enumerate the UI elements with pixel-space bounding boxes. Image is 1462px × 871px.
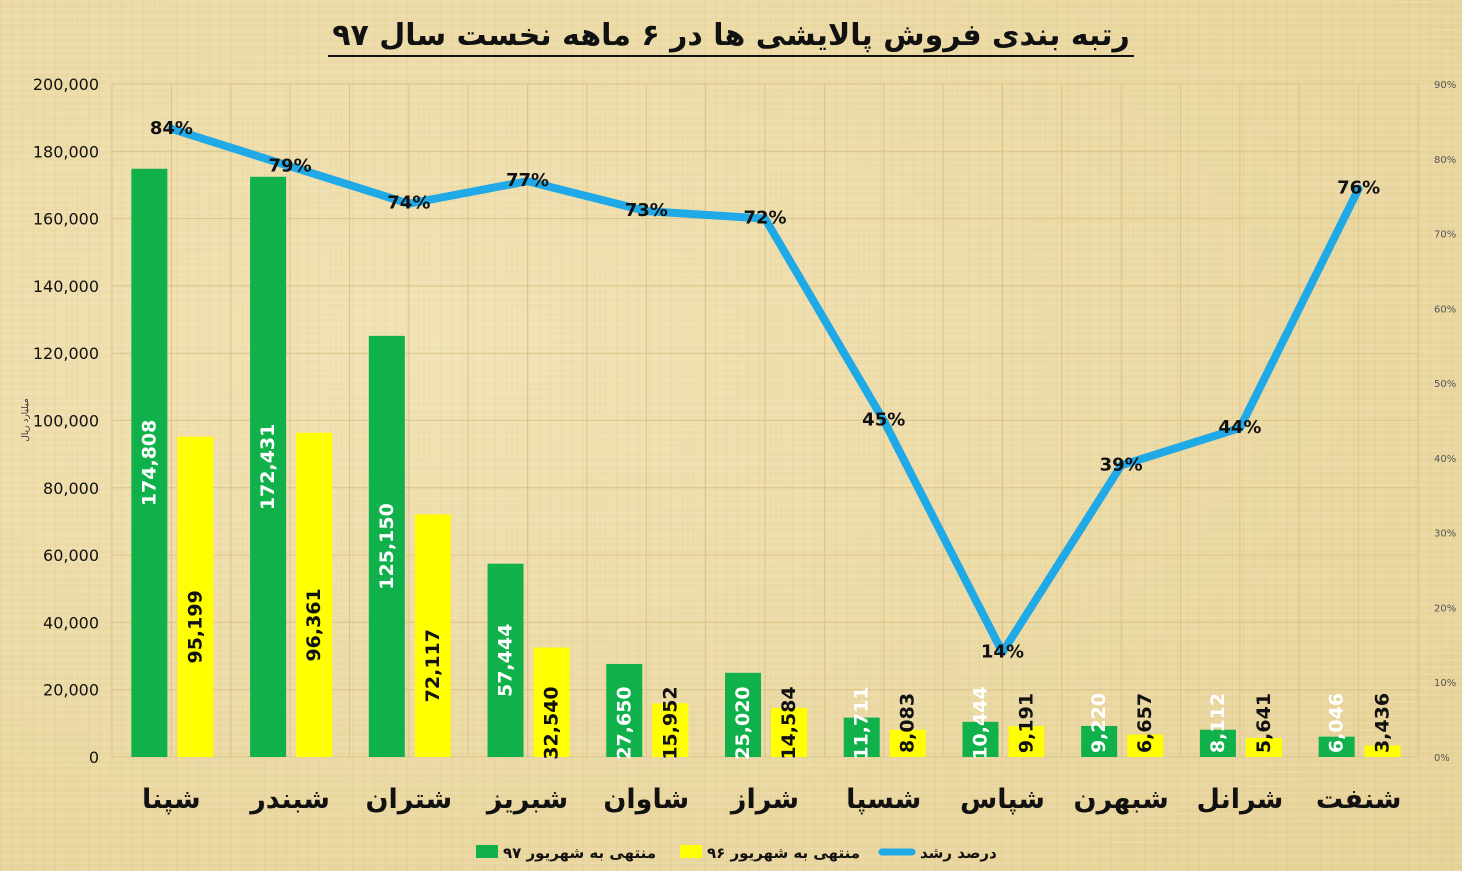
bar-96 bbox=[771, 707, 807, 757]
bar-97 bbox=[368, 335, 405, 757]
bar-96-label: 8,083 bbox=[897, 693, 919, 753]
growth-label: 76% bbox=[1337, 178, 1380, 199]
bar-96-label: 15,952 bbox=[659, 686, 681, 759]
legend-swatch-96 bbox=[680, 845, 702, 858]
y-tick-label: 20,000 bbox=[43, 681, 99, 700]
category-label: شبهرن bbox=[1074, 784, 1169, 815]
y-tick-label: 140,000 bbox=[33, 277, 99, 296]
bar-96-label: 95,199 bbox=[184, 590, 206, 663]
category-label: شنفت bbox=[1316, 784, 1402, 815]
bar-96-label: 9,191 bbox=[1015, 693, 1037, 753]
bar-96 bbox=[1245, 738, 1282, 757]
chart-title-text: رتبه بندی فروش پالایشی ها در ۶ ماهه نخست… bbox=[328, 18, 1134, 57]
bar-96-label: 96,361 bbox=[303, 588, 325, 661]
growth-label: 77% bbox=[506, 170, 549, 191]
y-tick-label: 120,000 bbox=[33, 344, 99, 363]
y-tick-label: 200,000 bbox=[33, 75, 99, 94]
bar-96-label: 5,641 bbox=[1253, 693, 1275, 753]
category-label: شپنا bbox=[142, 784, 201, 815]
legend-label-96: منتهی به شهریور ۹۶ bbox=[707, 844, 860, 862]
category-label: شپاس bbox=[960, 784, 1045, 815]
bar-97 bbox=[1318, 736, 1355, 757]
y2-tick-label: 30% bbox=[1434, 529, 1456, 540]
bar-97-label: 11,711 bbox=[851, 686, 873, 759]
bar-97 bbox=[487, 563, 524, 757]
bar-97-label: 57,444 bbox=[495, 624, 517, 697]
category-label: شراز bbox=[729, 784, 799, 815]
y-tick-label: 160,000 bbox=[33, 210, 99, 229]
bar-96 bbox=[1008, 726, 1045, 757]
bar-96 bbox=[296, 432, 333, 757]
y2-tick-label: 60% bbox=[1434, 304, 1456, 315]
legend-swatch-97 bbox=[476, 845, 498, 858]
y2-tick-label: 80% bbox=[1434, 155, 1456, 166]
bar-97 bbox=[1081, 725, 1118, 757]
bar-97 bbox=[250, 176, 287, 758]
bar-96 bbox=[652, 703, 689, 757]
category-label: شرانل bbox=[1196, 784, 1283, 815]
bar-97-label: 10,444 bbox=[969, 686, 991, 759]
growth-label: 45% bbox=[862, 410, 905, 431]
growth-label: 74% bbox=[387, 193, 430, 214]
y-axis-label: میلیارد ریال bbox=[21, 398, 31, 442]
bar-97-label: 6,046 bbox=[1326, 693, 1348, 753]
bar-97-label: 125,150 bbox=[376, 503, 398, 590]
bar-96-label: 3,436 bbox=[1372, 693, 1394, 753]
growth-label: 72% bbox=[743, 208, 786, 229]
bar-97-label: 8,112 bbox=[1207, 693, 1229, 753]
y-tick-label: 0 bbox=[89, 748, 99, 767]
bar-97 bbox=[962, 721, 999, 757]
growth-line bbox=[167, 124, 1363, 657]
y-tick-label: 60,000 bbox=[43, 546, 99, 565]
y2-tick-label: 70% bbox=[1434, 230, 1456, 241]
growth-label: 44% bbox=[1218, 417, 1261, 438]
bar-96 bbox=[177, 436, 214, 757]
chart-title: رتبه بندی فروش پالایشی ها در ۶ ماهه نخست… bbox=[0, 18, 1462, 57]
bar-97 bbox=[606, 663, 643, 757]
growth-label: 84% bbox=[150, 118, 193, 139]
legend-label-growth: درصد رشد bbox=[920, 844, 997, 862]
category-label: شبندر bbox=[248, 784, 330, 815]
bar-96 bbox=[889, 729, 926, 757]
legend-label-97: منتهی به شهریور ۹۷ bbox=[503, 844, 656, 862]
growth-label: 73% bbox=[625, 200, 668, 221]
bar-97 bbox=[725, 672, 761, 757]
bar-97-label: 174,808 bbox=[138, 420, 160, 507]
y2-tick-label: 40% bbox=[1434, 454, 1456, 465]
y2-tick-label: 0% bbox=[1434, 753, 1450, 764]
bar-97 bbox=[843, 717, 880, 757]
category-label: شاوان bbox=[603, 784, 689, 815]
y2-tick-label: 20% bbox=[1434, 603, 1456, 614]
bar-97 bbox=[131, 168, 168, 758]
growth-label: 79% bbox=[269, 155, 312, 176]
bar-96 bbox=[1364, 745, 1401, 757]
y2-tick-label: 90% bbox=[1434, 80, 1456, 91]
bar-97-label: 9,220 bbox=[1088, 693, 1110, 753]
bar-96 bbox=[1127, 734, 1164, 757]
y-tick-label: 180,000 bbox=[33, 142, 99, 161]
bar-97-label: 172,431 bbox=[257, 424, 279, 511]
bar-96 bbox=[414, 514, 451, 757]
growth-label: 14% bbox=[981, 641, 1024, 662]
bar-96-label: 6,657 bbox=[1134, 693, 1156, 753]
y-tick-label: 100,000 bbox=[33, 412, 99, 431]
category-label: شتران bbox=[365, 784, 452, 815]
bar-97-label: 25,020 bbox=[732, 686, 754, 759]
bar-96-label: 14,584 bbox=[778, 686, 800, 759]
y-tick-label: 40,000 bbox=[43, 613, 99, 632]
bar-96-label: 32,540 bbox=[541, 686, 563, 759]
category-label: شسپا bbox=[846, 784, 921, 815]
bar-97-label: 27,650 bbox=[613, 686, 635, 759]
growth-label: 39% bbox=[1100, 454, 1143, 475]
bar-97 bbox=[1199, 729, 1236, 757]
y-tick-label: 80,000 bbox=[43, 479, 99, 498]
category-label: شبریز bbox=[485, 784, 568, 815]
bar-96-label: 72,117 bbox=[422, 629, 444, 702]
bar-96 bbox=[533, 647, 570, 757]
y2-tick-label: 10% bbox=[1434, 678, 1456, 689]
y2-tick-label: 50% bbox=[1434, 379, 1456, 390]
